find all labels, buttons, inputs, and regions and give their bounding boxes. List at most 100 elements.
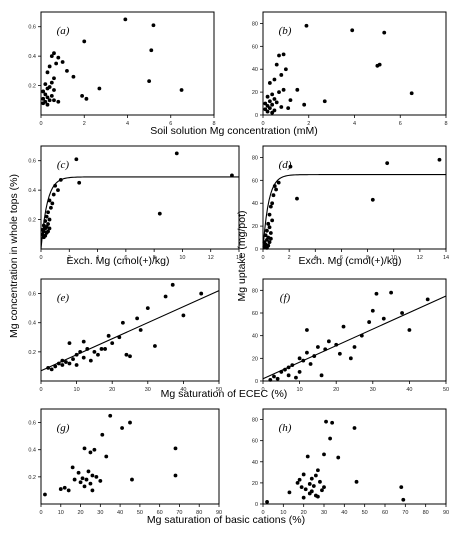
panel-b-xtick-label: 4: [353, 121, 356, 127]
panel-a-point: [179, 88, 184, 92]
panel-g-point: [173, 473, 178, 478]
panel-e-point: [181, 313, 186, 318]
panel-b-point: [272, 97, 277, 101]
panel-c-xtick-label: 10: [179, 255, 185, 261]
panel-b-point: [267, 99, 272, 104]
panel-d-point: [265, 237, 269, 242]
panel-d-point: [270, 218, 275, 223]
panel-b-xtick-label: 0: [261, 121, 264, 127]
panel-h-point: [299, 485, 304, 490]
panel-e-point: [163, 294, 168, 299]
panel-f-point: [352, 345, 357, 349]
panel-f-point: [400, 311, 404, 315]
panel-f-fit-line: [262, 295, 447, 380]
panel-b-xtick-label: 8: [444, 121, 447, 127]
panel-h-point: [322, 452, 326, 457]
panel-f-label: (f): [280, 292, 291, 304]
panel-e-point: [138, 328, 143, 332]
panel-f-point: [370, 308, 375, 313]
panel-c-xtick-label: 4: [96, 255, 99, 261]
panel-a-ytick-label: 0.4: [28, 54, 36, 60]
panel-f-point: [275, 376, 280, 381]
panel-f-xtick-label: 50: [443, 387, 449, 393]
panel-e-point: [71, 357, 75, 362]
panel-g-xtick-label: 50: [137, 510, 143, 516]
panel-e-point: [64, 360, 68, 364]
panel-c-point: [41, 229, 46, 234]
panel-b-point: [279, 105, 284, 109]
panel-f-point: [407, 328, 412, 332]
panel-d-point: [437, 157, 442, 162]
panel-g-point: [100, 432, 105, 437]
panel-c-point: [46, 229, 50, 234]
panel-d-point: [295, 196, 299, 201]
panel-c: 0 2 4 6 8 10 12 14 0.2 0.4 0.6 (c): [28, 145, 242, 261]
panel-a-point: [41, 101, 46, 106]
panel-b-xtick-label: 2: [307, 121, 310, 127]
panel-d-xtick-label: 6: [340, 255, 343, 261]
panel-f: 0 10 20 30 40 50 0 20 40 60 80 (f): [252, 278, 449, 393]
panel-g-xtick-label: 70: [176, 510, 182, 516]
x-axis-title-row2: Exch. Mg (cmol(+)/kg): [67, 255, 170, 267]
panel-b-point: [281, 87, 286, 92]
panel-a-point: [71, 74, 76, 79]
panel-f-point: [323, 347, 328, 352]
panel-g-xtick-label: 30: [97, 510, 103, 516]
panel-f-point: [389, 290, 393, 295]
panel-a-point: [149, 48, 154, 53]
panel-b-point: [288, 98, 293, 103]
panel-d-point: [265, 245, 269, 250]
panel-g-ytick-label: 0.4: [28, 448, 36, 454]
panel-d-point: [385, 161, 390, 166]
panel-b-ytick-label: 20: [252, 90, 258, 96]
panel-g-point: [80, 476, 85, 481]
panel-a-xtick-label: 2: [83, 121, 86, 127]
panel-b-point: [274, 62, 279, 67]
panel-g-ytick-label: 0.6: [28, 421, 36, 427]
panel-b-ytick-label: 80: [252, 21, 258, 27]
panel-e-point: [74, 352, 79, 357]
x-axis-title-row1: Soil solution Mg concentration (mM): [150, 125, 317, 137]
panel-f-ytick-label: 80: [252, 288, 258, 294]
panel-b-point: [272, 77, 277, 82]
panel-f-ytick-label: 0: [255, 379, 258, 385]
panel-g-point: [108, 413, 113, 418]
panel-e-xtick-label: 40: [180, 387, 186, 393]
panel-f-point: [316, 345, 320, 349]
panel-g-xtick-label: 90: [216, 510, 222, 516]
panel-a-point: [49, 54, 54, 59]
panel-g-point: [82, 484, 87, 489]
panel-e-point: [120, 320, 125, 325]
panel-b-ytick-label: 0: [255, 113, 258, 119]
panel-h-xtick-label: 90: [443, 510, 449, 516]
panel-f-point: [297, 356, 302, 361]
panel-c-point: [51, 192, 56, 197]
panel-h-ytick-label: 20: [252, 481, 258, 487]
panel-a-xtick-label: 6: [169, 121, 172, 127]
panel-a-point: [52, 98, 56, 103]
panel-c-ytick-label: 0.4: [28, 188, 36, 194]
panel-c-point: [44, 214, 49, 219]
panel-e: 0 10 20 30 40 50 0.2 0.4 0.6 (e): [28, 278, 222, 393]
panel-h-point: [328, 436, 332, 441]
panel-f-point: [294, 375, 298, 380]
panel-e-xtick-label: 0: [39, 387, 42, 393]
panel-e-point: [67, 341, 72, 346]
panel-d-ytick-label: 60: [252, 178, 258, 184]
panel-c-fit-curve: [40, 176, 239, 250]
panel-h-point: [318, 479, 322, 484]
panel-b-xtick-label: 6: [399, 121, 402, 127]
panel-e-point: [46, 365, 51, 370]
panel-a-point: [147, 79, 152, 84]
panel-a-point: [80, 93, 84, 98]
panel-f-xtick-label: 40: [406, 387, 412, 393]
panel-a: 0 2 4 6 8 0.2 0.4 0.6 (a): [28, 11, 216, 127]
panel-h-point: [297, 477, 302, 482]
panel-c-point: [46, 210, 50, 215]
panel-c-xtick-label: 12: [208, 255, 214, 261]
panel-b-point: [304, 23, 309, 28]
panel-a-point: [123, 17, 128, 22]
panel-g-point: [43, 492, 47, 497]
panel-d-xtick-label: 2: [288, 255, 291, 261]
panel-d-point: [267, 212, 272, 217]
